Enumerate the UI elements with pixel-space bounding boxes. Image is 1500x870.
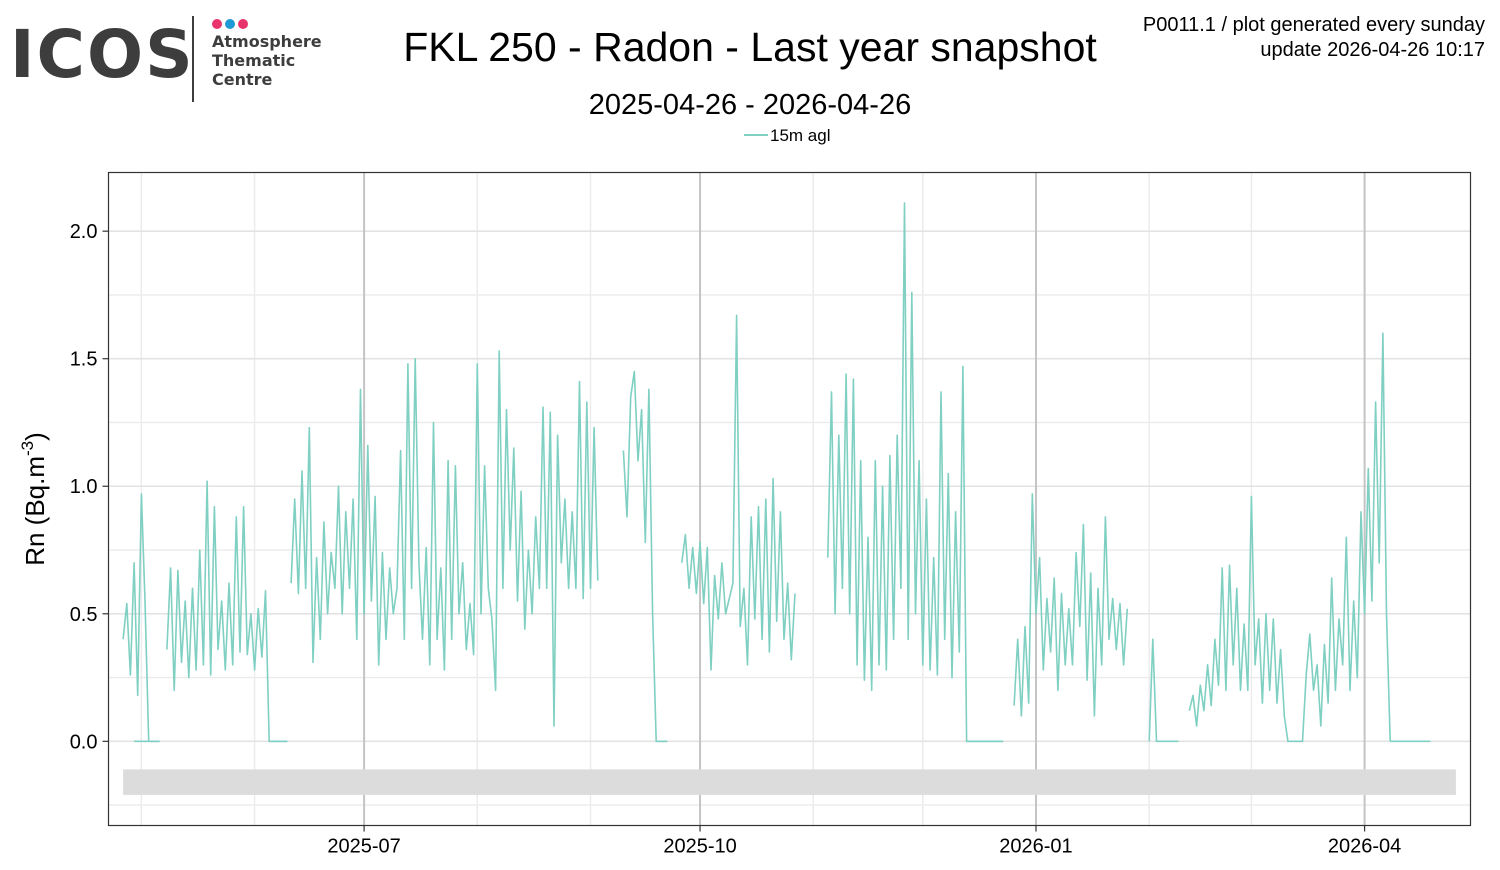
series-line-segment-6	[827, 202, 1004, 743]
series-line-segment-9	[1188, 332, 1391, 743]
y-tick-label: 0.0	[70, 731, 98, 753]
y-axis: 0.0 0.5 1.0 1.5 2.0	[70, 221, 109, 753]
logo-dots	[212, 16, 251, 29]
logo-dot-3	[238, 19, 248, 29]
grid-minor	[108, 172, 1471, 826]
icos-logo: ICOS Atmosphere Thematic Centre	[0, 0, 330, 110]
y-axis-label-close: )	[20, 432, 50, 441]
y-tick-label: 1.5	[70, 349, 98, 371]
x-tick-label: 2025-07	[327, 836, 400, 858]
grid-major	[108, 172, 1471, 826]
series-line-segment-1	[122, 493, 160, 743]
series-line-segment-3	[290, 350, 599, 727]
y-tick-label: 0.5	[70, 604, 98, 626]
series-line-segment-7	[1013, 493, 1129, 717]
x-tick-label: 2025-10	[663, 836, 736, 858]
series-line-segment-4	[622, 370, 668, 743]
legend-label-15m-agl: 15m agl	[770, 126, 831, 145]
logo-wordmark: ICOS	[10, 16, 195, 93]
legend-key-15m-agl	[744, 133, 768, 136]
logo-text: Atmosphere Thematic Centre	[212, 32, 322, 89]
y-tick-label: 2.0	[70, 221, 98, 243]
series-line-segment-2	[166, 480, 288, 743]
chart-legend: 15m agl	[744, 126, 830, 146]
logo-dot-1	[212, 19, 222, 29]
y-tick-label: 1.0	[70, 476, 98, 498]
logo-line-1: Atmosphere	[212, 32, 322, 51]
coverage-band	[123, 769, 1456, 795]
plot-info-line-1: P0011.1 / plot generated every sunday	[1142, 14, 1485, 36]
plot-info-line-2: update 2026-04-26 10:17	[1260, 39, 1485, 61]
y-axis-label: Rn (Bq.m-3)	[18, 432, 50, 566]
series-line-segment-5	[681, 314, 796, 671]
y-axis-label-sup: -3	[18, 441, 37, 456]
logo-line-2: Thematic	[212, 51, 296, 70]
x-tick-label: 2026-04	[1328, 836, 1401, 858]
series-15m-agl	[122, 202, 1431, 743]
series-line-segment-8	[1148, 638, 1179, 743]
plot-frame	[107, 171, 1472, 827]
plot-info: P0011.1 / plot generated every sunday up…	[1143, 13, 1485, 63]
x-tick-label: 2026-01	[999, 836, 1072, 858]
logo-dot-2	[225, 19, 235, 29]
x-axis: 2025-07 2025-10 2026-01 2026-04	[327, 825, 1401, 858]
logo-line-3: Centre	[212, 70, 273, 89]
chart-title: FKL 250 - Radon - Last year snapshot	[403, 24, 1097, 70]
chart-subtitle: 2025-04-26 - 2026-04-26	[588, 89, 912, 121]
logo-divider	[192, 16, 194, 102]
y-axis-label-base: Rn (Bq.m	[20, 456, 50, 566]
